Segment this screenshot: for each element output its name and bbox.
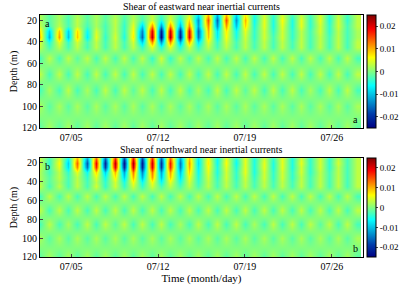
svg-text:b: b: [353, 243, 358, 254]
svg-text:b: b: [45, 161, 50, 172]
svg-text:07/12: 07/12: [147, 132, 170, 143]
svg-text:80: 80: [27, 79, 37, 90]
svg-text:0: 0: [380, 203, 385, 213]
svg-text:60: 60: [27, 195, 37, 206]
svg-text:40: 40: [27, 36, 37, 47]
svg-text:120: 120: [22, 251, 37, 262]
svg-text:Time (month/day): Time (month/day): [162, 272, 242, 285]
svg-text:0.02: 0.02: [380, 21, 396, 31]
svg-text:40: 40: [27, 176, 37, 187]
svg-text:20: 20: [27, 15, 37, 26]
svg-text:120: 120: [22, 122, 37, 133]
svg-text:0.02: 0.02: [380, 163, 396, 173]
svg-text:80: 80: [27, 214, 37, 225]
svg-text:07/19: 07/19: [234, 261, 257, 272]
svg-text:0.01: 0.01: [380, 183, 396, 193]
svg-text:0.01: 0.01: [380, 44, 396, 54]
svg-text:a: a: [353, 114, 358, 125]
svg-text:Shear of northward near inerti: Shear of northward near inertial current…: [120, 144, 283, 155]
svg-text:20: 20: [27, 157, 37, 168]
svg-text:07/05: 07/05: [60, 261, 83, 272]
svg-text:07/05: 07/05: [60, 132, 83, 143]
svg-text:-0.01: -0.01: [380, 89, 399, 99]
svg-text:07/19: 07/19: [234, 132, 257, 143]
svg-text:-0.02: -0.02: [380, 112, 399, 122]
svg-text:100: 100: [22, 101, 37, 112]
svg-text:60: 60: [27, 58, 37, 69]
svg-text:Shear of eastward near inertia: Shear of eastward near inertial currents: [123, 1, 280, 12]
svg-text:07/26: 07/26: [321, 261, 344, 272]
svg-text:Depth (m): Depth (m): [8, 187, 20, 228]
svg-text:0: 0: [380, 67, 385, 77]
svg-text:07/26: 07/26: [321, 132, 344, 143]
svg-text:-0.02: -0.02: [380, 242, 399, 252]
svg-text:Depth (m): Depth (m): [8, 51, 20, 92]
svg-text:-0.01: -0.01: [380, 222, 399, 232]
svg-text:a: a: [45, 18, 50, 29]
svg-text:100: 100: [22, 233, 37, 244]
svg-text:07/12: 07/12: [147, 261, 170, 272]
